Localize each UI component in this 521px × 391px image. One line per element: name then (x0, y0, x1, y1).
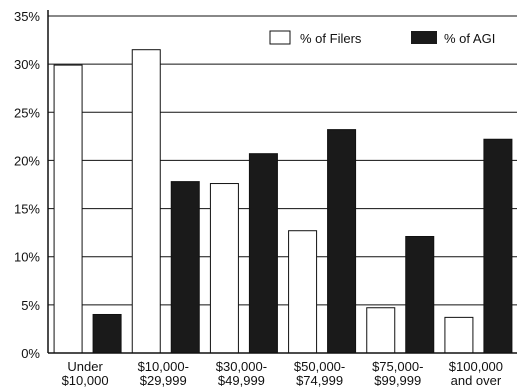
y-tick-label: 30% (14, 57, 40, 72)
x-category-label: and over (451, 373, 502, 388)
x-category-label: $75,000- (372, 359, 423, 374)
bar-filers-1 (131, 49, 161, 354)
gridlines (48, 15, 517, 306)
bar-agi-1 (170, 181, 200, 354)
y-tick-label: 5% (21, 298, 40, 313)
bar-agi-2 (248, 153, 278, 354)
legend: % of Filers % of AGI (269, 30, 495, 46)
x-category-label: $10,000- (138, 359, 189, 374)
y-tick-label: 20% (14, 153, 40, 168)
bar-filers-0 (53, 64, 83, 354)
y-axis-tick-labels: 0% 5% 10% 15% 20% 25% 30% 35% (14, 9, 40, 361)
x-category-label: $100,000 (449, 359, 503, 374)
bar-agi-0 (92, 313, 122, 354)
x-category-label: $50,000- (294, 359, 345, 374)
x-axis-category-labels: Under$10,000 $10,000-$29,999 $30,000-$49,9… (62, 359, 503, 388)
legend-swatch-agi (411, 31, 437, 44)
bar-agi-3 (327, 129, 357, 354)
bar-filers-2 (209, 183, 239, 354)
bar-filers-3 (288, 230, 318, 354)
legend-swatch-filers (269, 30, 291, 45)
y-tick-label: 15% (14, 202, 40, 217)
y-tick-label: 25% (14, 105, 40, 120)
x-category-label: $49,999 (218, 373, 265, 388)
x-category-label: $74,999 (296, 373, 343, 388)
x-category-label: Under (67, 359, 103, 374)
y-tick-label: 0% (21, 346, 40, 361)
x-category-label: $30,000- (216, 359, 267, 374)
legend-label-agi: % of AGI (444, 31, 495, 46)
x-category-label: $29,999 (140, 373, 187, 388)
bar-agi-4 (405, 235, 435, 354)
bars (53, 49, 513, 354)
bar-agi-5 (483, 138, 513, 354)
y-tick-label: 35% (14, 9, 40, 24)
legend-label-filers: % of Filers (300, 31, 362, 46)
axes (47, 10, 517, 354)
x-category-label: $99,999 (374, 373, 421, 388)
y-tick-label: 10% (14, 250, 40, 265)
x-category-label: $10,000 (62, 373, 109, 388)
bar-filers-5 (444, 316, 474, 354)
bar-filers-4 (366, 307, 396, 354)
